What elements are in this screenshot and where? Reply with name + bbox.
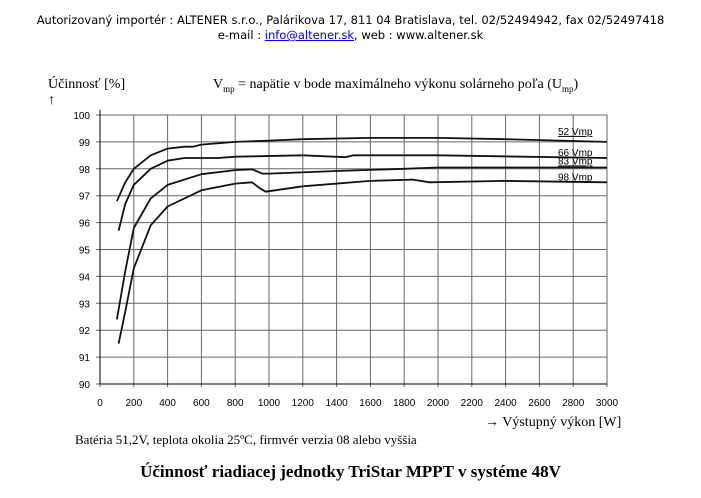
y-axis-arrow: ↑ bbox=[48, 93, 55, 108]
contact-info: e-mail : info@altener.sk, web : www.alte… bbox=[0, 28, 701, 42]
y-tick-label: 92 bbox=[79, 326, 91, 337]
x-tick-label: 1600 bbox=[359, 398, 382, 409]
y-tick-label: 96 bbox=[79, 219, 91, 230]
y-tick-label: 91 bbox=[79, 353, 91, 364]
y-tick-label: 90 bbox=[79, 380, 91, 391]
series-line-66-vmp bbox=[117, 154, 608, 231]
series-line-83-vmp bbox=[116, 166, 607, 320]
x-tick-label: 0 bbox=[97, 398, 103, 409]
x-tick-label: 3000 bbox=[596, 398, 619, 409]
y-tick-label: 98 bbox=[79, 165, 91, 176]
x-tick-label: 2600 bbox=[528, 398, 551, 409]
series-line-98-vmp bbox=[117, 178, 608, 344]
series-label: 98 Vmp bbox=[558, 172, 593, 183]
x-tick-label: 2200 bbox=[461, 398, 484, 409]
y-tick-label: 100 bbox=[73, 111, 90, 122]
figure-caption: Účinnosť riadiacej jednotky TriStar MPPT… bbox=[140, 462, 561, 481]
x-axis-label: → Výstupný výkon [W] bbox=[485, 415, 622, 430]
y-tick-label: 93 bbox=[79, 299, 91, 310]
x-tick-label: 2000 bbox=[427, 398, 450, 409]
chart-title: Vmp = napätie v bode maximálneho výkonu … bbox=[213, 77, 579, 94]
series-line-52-vmp bbox=[116, 137, 608, 202]
y-tick-label: 94 bbox=[79, 272, 91, 283]
x-tick-label: 800 bbox=[227, 398, 244, 409]
email-link[interactable]: info@altener.sk bbox=[264, 28, 355, 42]
y-tick-label: 97 bbox=[79, 192, 91, 203]
test-conditions-note: Batéria 51,2V, teplota okolia 25ºC, firm… bbox=[75, 432, 417, 447]
series-label: 52 Vmp bbox=[558, 127, 593, 138]
x-tick-label: 1000 bbox=[258, 398, 281, 409]
importer-info: Autorizovaný importér : ALTENER s.r.o., … bbox=[36, 13, 665, 27]
x-tick-label: 1400 bbox=[325, 398, 348, 409]
web-info: , web : www.altener.sk bbox=[354, 28, 484, 42]
series-label: 66 Vmp bbox=[558, 148, 593, 159]
x-tick-label: 200 bbox=[125, 398, 142, 409]
x-tick-label: 600 bbox=[193, 398, 210, 409]
y-tick-label: 99 bbox=[79, 138, 91, 149]
x-tick-label: 2400 bbox=[494, 398, 517, 409]
email-label: e-mail : bbox=[217, 28, 265, 42]
x-tick-label: 2800 bbox=[562, 398, 585, 409]
y-axis-label: Účinnosť [%] bbox=[48, 77, 126, 92]
x-tick-label: 1800 bbox=[393, 398, 416, 409]
series-label: 83 Vmp bbox=[558, 156, 593, 167]
x-tick-label: 1200 bbox=[292, 398, 315, 409]
y-tick-label: 95 bbox=[79, 246, 91, 257]
x-tick-label: 400 bbox=[159, 398, 176, 409]
